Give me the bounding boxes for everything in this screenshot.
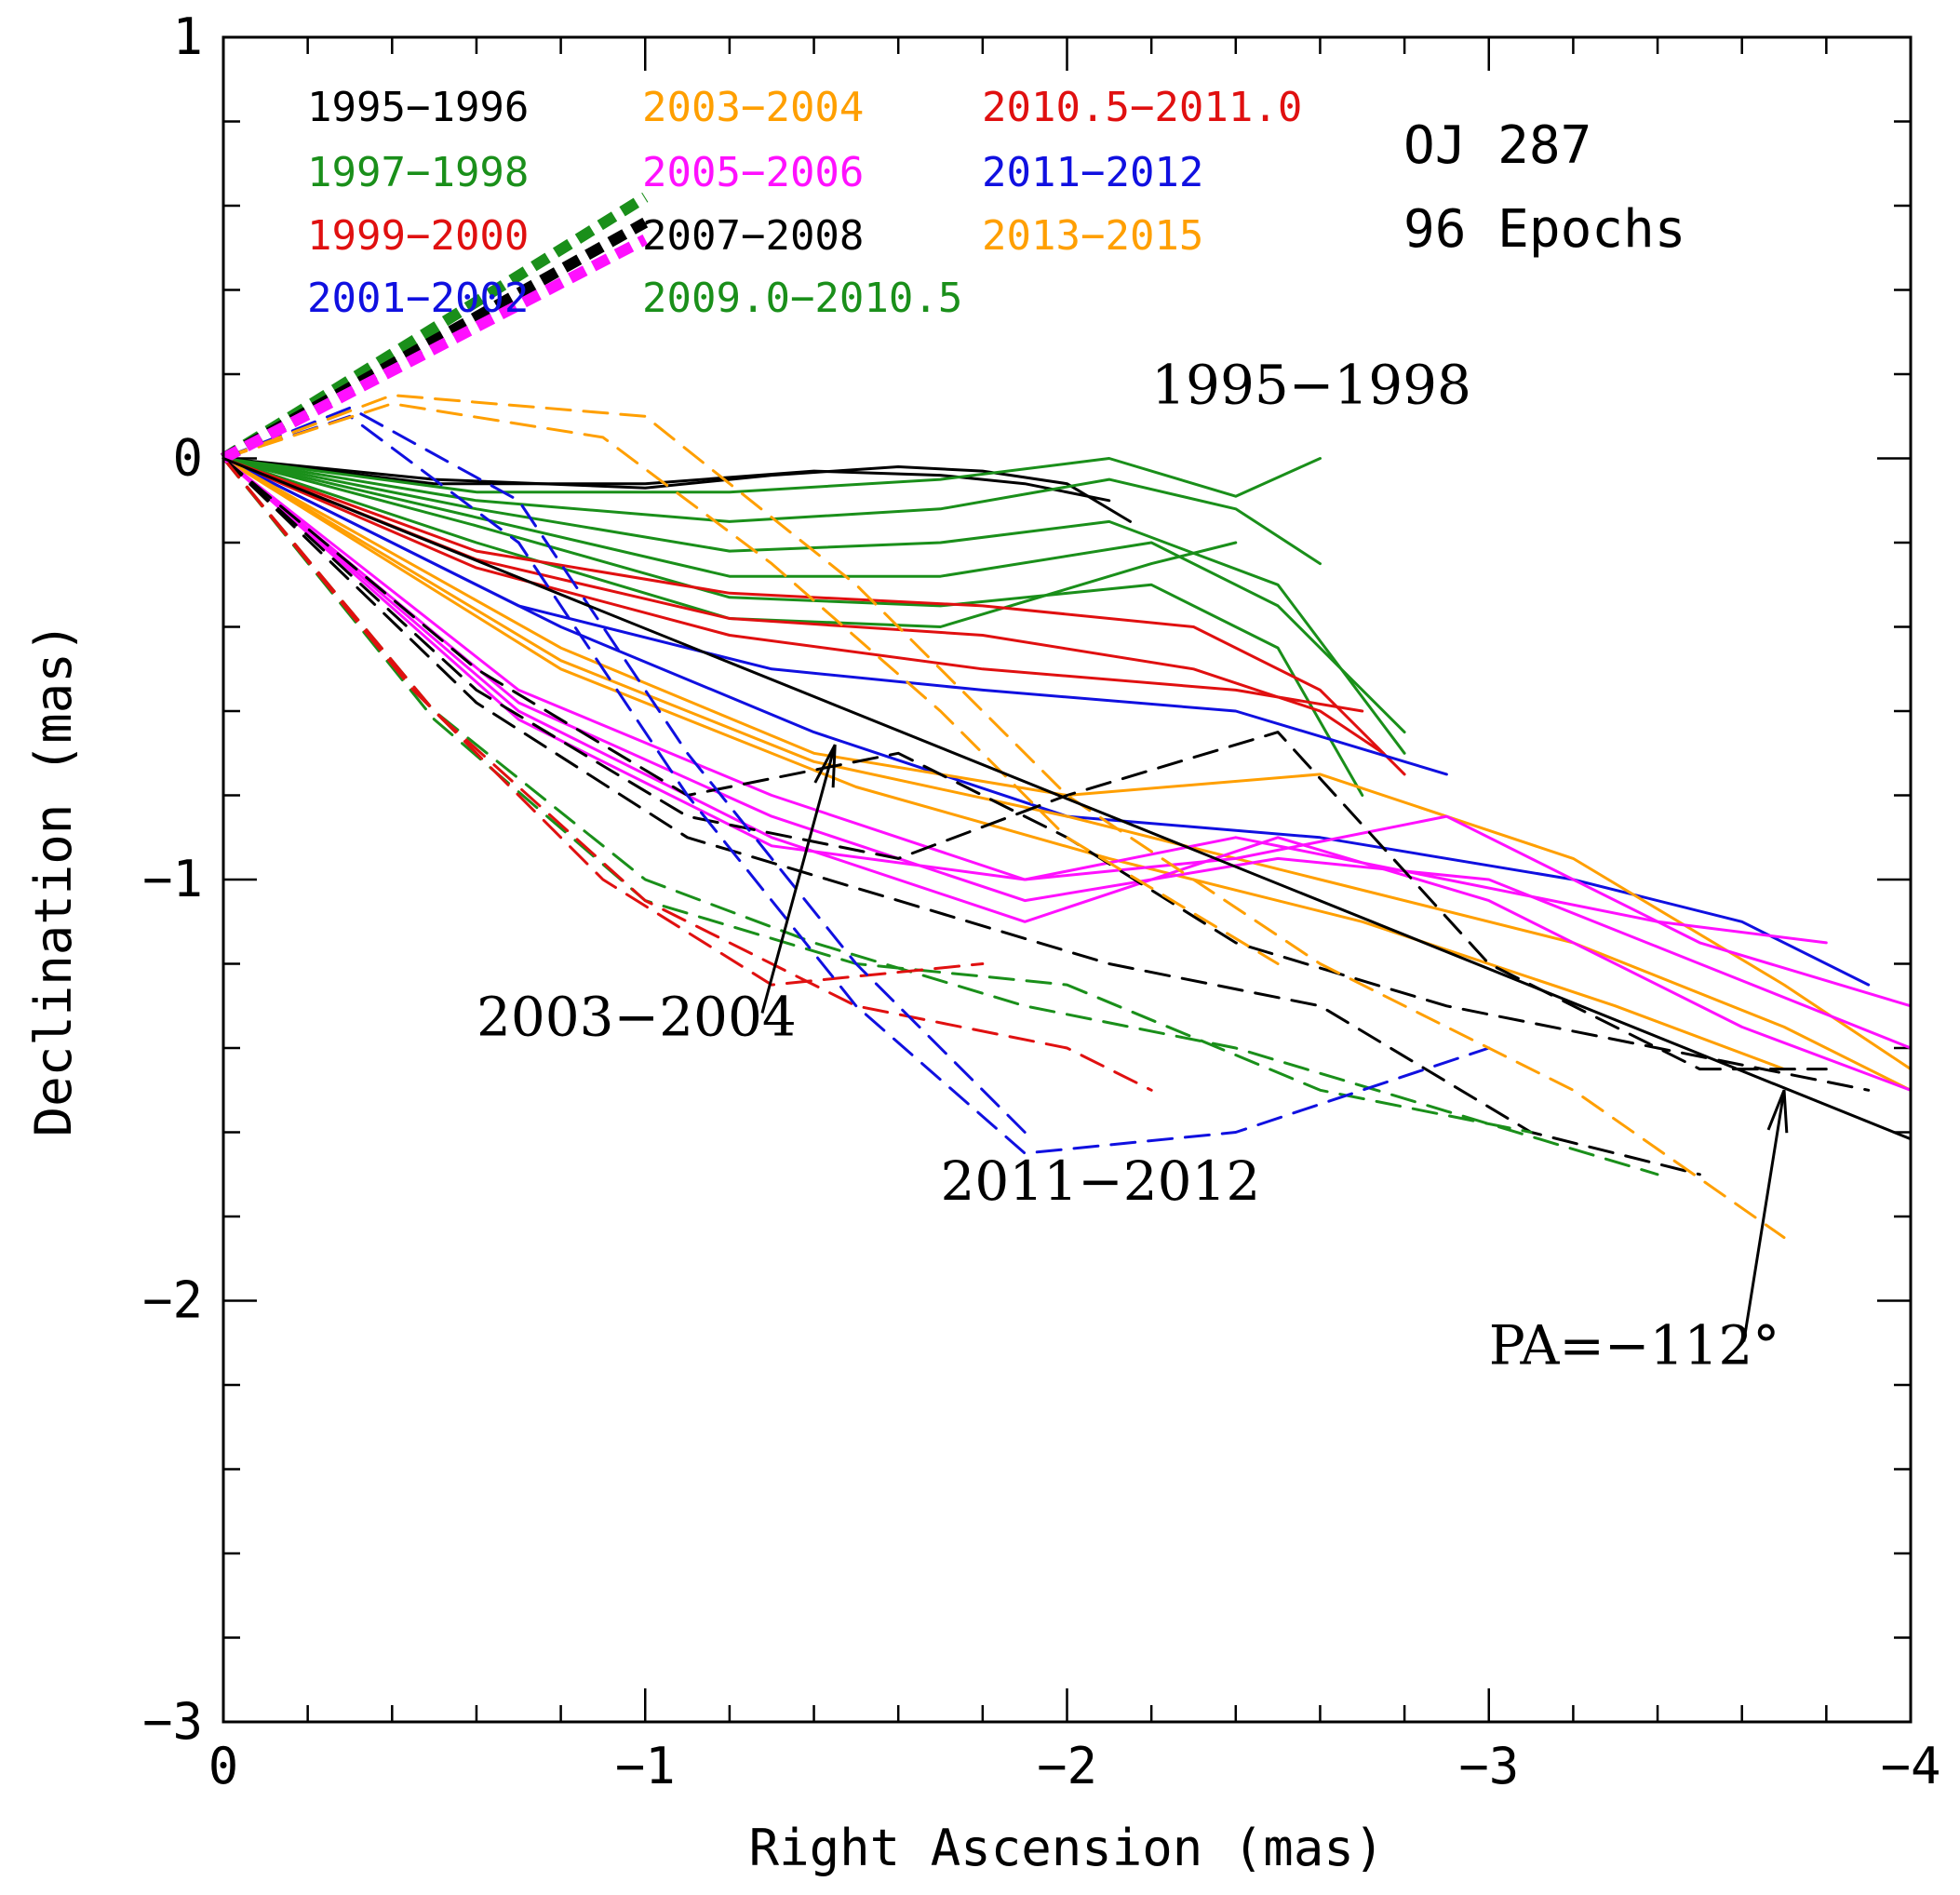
- legend-entry: 2009.0−2010.5: [642, 275, 962, 322]
- legend-entry: 2001−2002: [307, 275, 529, 322]
- series-line: [222, 457, 1322, 566]
- x-axis-label: Right Ascension (mas): [749, 1819, 1385, 1877]
- legend-entry: 2011−2012: [982, 149, 1203, 196]
- series-line: [222, 457, 1364, 713]
- annotation-arrow: [760, 744, 837, 1014]
- reference-line: [222, 457, 1912, 1141]
- jet-tracks: [220, 192, 1913, 1240]
- x-tick-label: −4: [1880, 1737, 1940, 1795]
- chart-subtitle: 96 Epochs: [1403, 199, 1685, 260]
- y-tick-label: 0: [172, 429, 203, 488]
- series-line: [222, 457, 1111, 503]
- plot-frame: [222, 35, 1913, 1724]
- series-line: [222, 414, 1491, 1155]
- y-tick-label: −1: [142, 850, 203, 908]
- series-line: [222, 402, 1280, 965]
- series-line: [222, 457, 1913, 1092]
- series-line: [222, 457, 1406, 776]
- series-line: [222, 457, 1659, 1176]
- series-line: [222, 406, 1027, 1134]
- series-line: [222, 457, 1913, 1008]
- series-line: [222, 457, 1913, 1092]
- series-line: [222, 457, 1786, 1071]
- annotation-arrow: [1742, 1090, 1786, 1342]
- y-tick-label: 1: [172, 7, 203, 66]
- legend-entry: 1995−1996: [307, 84, 529, 131]
- annotation-arrowhead: [1766, 1089, 1789, 1134]
- x-tick-label: −3: [1458, 1737, 1519, 1795]
- annotation-label: PA=−112°: [1489, 1313, 1780, 1377]
- pa-reference-line: [222, 457, 1912, 1141]
- x-tick-label: 0: [208, 1737, 239, 1795]
- series-line: [222, 394, 1786, 1240]
- series-line: [222, 457, 1364, 797]
- series-line: [221, 234, 649, 464]
- series-line: [222, 457, 1828, 945]
- legend-entry: 1999−2000: [307, 212, 529, 260]
- annotations: 1995−1998 2003−2004 2011−2012 PA=−112°: [477, 354, 1789, 1377]
- legend-entry: 1997−1998: [307, 149, 529, 196]
- legend-entry: 2003−2004: [642, 84, 864, 131]
- series-line: [222, 457, 1406, 734]
- y-tick-label: −3: [142, 1692, 203, 1751]
- annotation-arrowhead: [813, 744, 837, 788]
- chart-title: OJ 287: [1403, 115, 1591, 176]
- x-tick-label: −1: [615, 1737, 676, 1795]
- tick-labels: 0 −1 −2 −3 −4 1 0 −1 −2 −3: [142, 7, 1941, 1795]
- y-tick-label: −2: [142, 1271, 203, 1330]
- series-line: [222, 457, 1828, 1071]
- x-tick-label: −2: [1037, 1737, 1097, 1795]
- series-line: [222, 457, 1871, 987]
- legend-entry: 2010.5−2011.0: [982, 84, 1302, 131]
- legend-entry: 2007−2008: [642, 212, 864, 260]
- series-line: [222, 457, 1322, 498]
- annotation-label: 1995−1998: [1151, 354, 1471, 417]
- series-line: [222, 457, 1153, 1092]
- y-axis-label: Declination (mas): [24, 623, 83, 1137]
- series-line: [222, 457, 985, 987]
- series-line: [222, 457, 1701, 1176]
- legend-entry: 2013−2015: [982, 212, 1203, 260]
- series-line: [222, 457, 1406, 755]
- series-line: [222, 457, 1913, 1071]
- series-line: [222, 457, 1238, 628]
- annotation-label: 2011−2012: [941, 1149, 1261, 1213]
- legend-entry: 2005−2006: [642, 149, 864, 196]
- annotation-label: 2003−2004: [477, 985, 797, 1048]
- legend: 1995−1996 1997−1998 1999−2000 2001−2002 2003…: [307, 84, 1302, 322]
